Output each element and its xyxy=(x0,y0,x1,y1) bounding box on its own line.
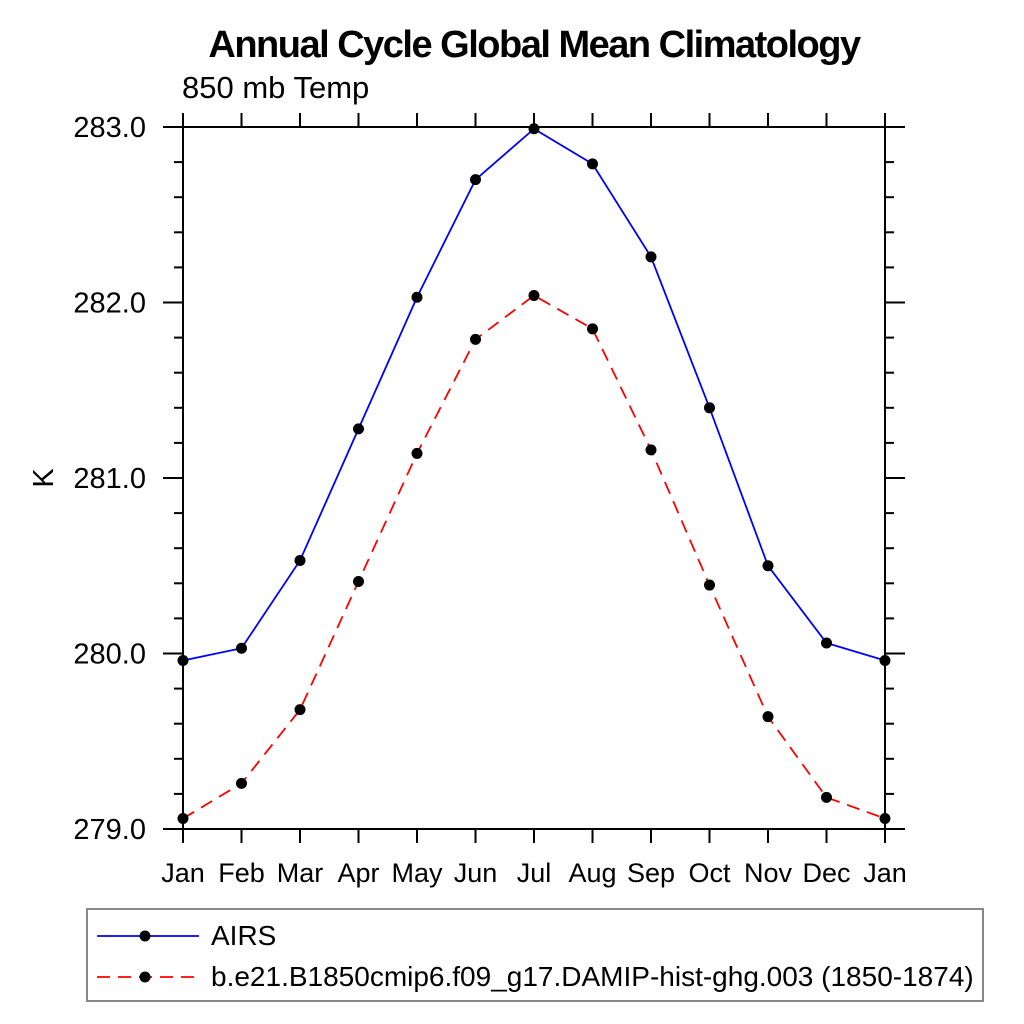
legend-label: AIRS xyxy=(211,919,277,951)
data-point-marker-airs xyxy=(236,642,247,654)
data-point-marker-model xyxy=(645,444,657,456)
plot-box xyxy=(182,126,886,830)
data-point-marker-model xyxy=(236,777,247,789)
data-point-marker-airs xyxy=(879,655,891,667)
series-line-airs xyxy=(182,127,886,662)
legend-line-sample xyxy=(97,930,199,941)
x-tick-label: Aug xyxy=(568,858,616,888)
y-tick-label: 279.0 xyxy=(73,814,146,846)
data-point-marker-airs xyxy=(294,554,306,566)
legend-item: AIRS xyxy=(88,915,982,956)
y-tick-label: 281.0 xyxy=(73,463,146,495)
data-point-marker-model xyxy=(353,576,364,588)
data-point-marker-airs xyxy=(645,251,657,263)
x-tick-label: Dec xyxy=(802,858,850,888)
x-tick-label: Nov xyxy=(744,858,793,888)
data-point-marker-model xyxy=(470,333,481,345)
data-point-marker-model xyxy=(294,704,306,716)
data-point-marker-model xyxy=(762,711,774,723)
x-tick-label: Oct xyxy=(688,858,731,888)
data-point-marker-airs xyxy=(528,123,540,135)
legend: AIRS b.e21.B1850cmip6.f09_g17.DAMIP-hist-… xyxy=(86,908,984,1002)
legend-item: b.e21.B1850cmip6.f09_g17.DAMIP-hist-ghg.… xyxy=(88,956,982,997)
legend-line-sample xyxy=(97,971,199,982)
data-point-marker-airs xyxy=(821,637,832,649)
data-point-marker-model xyxy=(177,812,189,824)
data-point-marker-airs xyxy=(353,423,364,435)
data-point-marker-airs xyxy=(177,655,189,667)
legend-label: b.e21.B1850cmip6.f09_g17.DAMIP-hist-ghg.… xyxy=(211,960,974,992)
data-point-marker-airs xyxy=(411,291,423,303)
legend-marker-icon xyxy=(139,930,151,941)
x-tick-label: Feb xyxy=(218,858,265,888)
x-tick-label: Apr xyxy=(337,858,379,888)
x-tick-label: Jul xyxy=(517,858,552,888)
x-tick-label: Sep xyxy=(627,858,675,888)
legend-marker-icon xyxy=(139,971,151,982)
x-tick-label: May xyxy=(391,858,443,888)
data-point-marker-model xyxy=(879,812,891,824)
x-tick-label: Jan xyxy=(161,858,205,888)
data-point-marker-airs xyxy=(587,158,598,170)
series-line-model xyxy=(182,294,886,820)
chart-subtitle: 850 mb Temp xyxy=(182,70,370,105)
data-point-marker-airs xyxy=(704,402,715,414)
x-tick-label: Mar xyxy=(277,858,324,888)
data-point-marker-model xyxy=(704,579,715,591)
data-point-marker-model xyxy=(587,323,598,335)
data-point-marker-model xyxy=(411,447,423,459)
x-tick-label: Jan xyxy=(863,858,907,888)
y-tick-label: 283.0 xyxy=(73,112,146,144)
y-tick-label: 282.0 xyxy=(73,288,146,320)
data-point-marker-model xyxy=(821,791,832,803)
x-tick-label: Jun xyxy=(454,858,498,888)
y-axis-label: K xyxy=(28,468,60,488)
data-point-marker-airs xyxy=(470,174,481,186)
chart-title: Annual Cycle Global Mean Climatology xyxy=(208,24,861,66)
data-point-marker-airs xyxy=(762,560,774,572)
y-tick-label: 280.0 xyxy=(73,639,146,671)
data-point-marker-model xyxy=(528,289,540,301)
